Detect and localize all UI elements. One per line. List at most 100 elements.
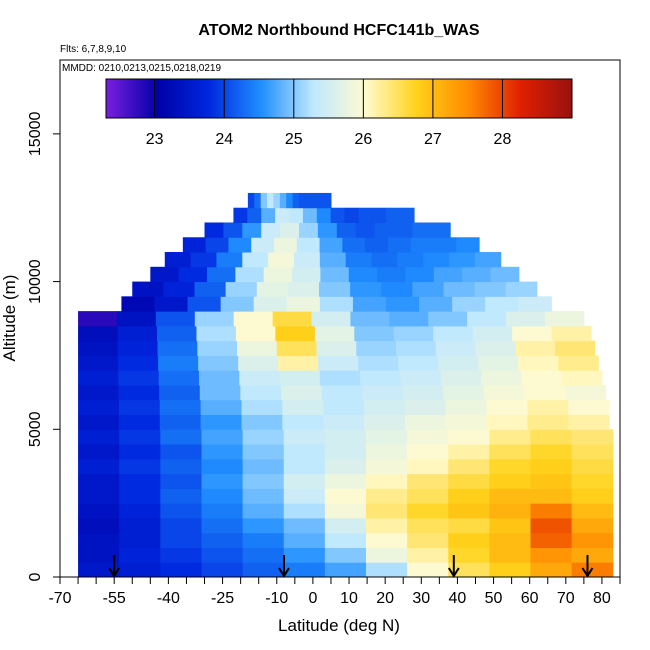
heatmap-cell bbox=[571, 503, 614, 519]
heatmap-cell bbox=[423, 252, 450, 268]
heatmap-cell bbox=[282, 414, 324, 430]
heatmap-cell bbox=[242, 532, 285, 548]
heatmap-cell bbox=[233, 207, 248, 223]
heatmap-cell bbox=[489, 503, 532, 519]
x-tick-label: -10 bbox=[265, 590, 288, 607]
heatmap-cell bbox=[402, 384, 444, 401]
x-tick-label: 60 bbox=[521, 590, 539, 607]
heatmap-cell bbox=[278, 355, 319, 371]
heatmap-cell bbox=[356, 340, 397, 356]
heatmap-cell bbox=[233, 311, 274, 327]
y-axis-label: Altitude (m) bbox=[0, 275, 19, 362]
heatmap-cell bbox=[220, 296, 255, 312]
heatmap-cell bbox=[78, 311, 118, 327]
profile-marker-head bbox=[108, 567, 121, 578]
heatmap-cell bbox=[324, 517, 367, 534]
heatmap-cell bbox=[362, 384, 404, 401]
heatmap-cell bbox=[324, 192, 332, 209]
heatmap-cell bbox=[283, 429, 326, 445]
heatmap-cell bbox=[78, 458, 120, 475]
heatmap-cell bbox=[78, 340, 119, 356]
heatmap-cell bbox=[263, 266, 293, 283]
x-tick-label: 40 bbox=[449, 590, 467, 607]
heatmap-cell bbox=[355, 222, 376, 238]
heatmap-cell bbox=[571, 429, 614, 445]
heatmap-cell bbox=[428, 311, 468, 327]
heatmap-cell bbox=[445, 414, 488, 430]
heatmap-cell bbox=[324, 532, 367, 548]
heatmap-cell bbox=[316, 340, 357, 356]
heatmap-cell bbox=[204, 222, 224, 238]
heatmap-cell bbox=[119, 547, 161, 563]
heatmap-cell bbox=[235, 325, 276, 342]
heatmap-cell bbox=[251, 237, 275, 253]
heatmap-cell bbox=[448, 458, 490, 475]
x-tick-label: 80 bbox=[593, 590, 611, 607]
heatmap-cell bbox=[505, 281, 538, 297]
heatmap-cell bbox=[515, 340, 556, 356]
heatmap-cell bbox=[199, 384, 241, 401]
heatmap-cell bbox=[438, 355, 479, 371]
heatmap-cell bbox=[365, 532, 408, 548]
heatmap-cell bbox=[119, 532, 161, 548]
heatmap-cell bbox=[407, 547, 449, 563]
heatmap-cell bbox=[489, 562, 532, 578]
heatmap-cell bbox=[197, 340, 238, 356]
plot-frame bbox=[59, 59, 621, 578]
heatmap-cell bbox=[412, 222, 432, 238]
heatmap-cell bbox=[242, 503, 285, 519]
heatmap-cell bbox=[448, 517, 490, 534]
heatmap-cell bbox=[544, 311, 585, 327]
heatmap-cell bbox=[489, 517, 532, 534]
heatmap-cell bbox=[118, 355, 159, 371]
heatmap-cell bbox=[150, 266, 180, 283]
heatmap-cell bbox=[286, 192, 294, 209]
heatmap-cell bbox=[242, 473, 285, 489]
heatmap-cell bbox=[198, 370, 240, 386]
heatmap-cell bbox=[160, 503, 202, 519]
heatmap-cell bbox=[348, 266, 378, 283]
profile-marker-head bbox=[278, 567, 290, 578]
heatmap-cell bbox=[118, 414, 161, 430]
heatmap-cell bbox=[294, 252, 321, 268]
heatmap-cell bbox=[527, 399, 569, 416]
heatmap-cell bbox=[571, 473, 614, 489]
heatmap-cell bbox=[247, 192, 255, 209]
heatmap-cell bbox=[365, 488, 408, 504]
heatmap-cell bbox=[78, 429, 120, 445]
heatmap-cell bbox=[238, 355, 279, 371]
y-tick-label: 15000 bbox=[27, 112, 44, 157]
heatmap-cell bbox=[336, 222, 357, 238]
heatmap-cell bbox=[160, 488, 202, 504]
heatmap-cell bbox=[448, 473, 490, 489]
heatmap-cell bbox=[518, 296, 552, 312]
heatmap-cell bbox=[452, 296, 486, 312]
heatmap-cell bbox=[330, 207, 346, 223]
heatmap-cell bbox=[160, 444, 202, 460]
heatmap-cell bbox=[407, 503, 449, 519]
heatmap-cell bbox=[201, 503, 244, 519]
heatmap-cell bbox=[448, 444, 490, 460]
heatmap-cell bbox=[223, 222, 243, 238]
heatmap-cell bbox=[435, 340, 476, 356]
heatmap-cell bbox=[324, 444, 367, 460]
heatmap-cell bbox=[299, 222, 319, 238]
x-tick-label: 10 bbox=[340, 590, 358, 607]
heatmap-cell bbox=[268, 252, 295, 268]
y-axis: 0 5000 10000 15000 bbox=[27, 112, 60, 581]
heatmap-cell bbox=[78, 473, 120, 489]
heatmap-cell bbox=[242, 458, 285, 475]
heatmap-cell bbox=[485, 296, 519, 312]
heatmap-cell bbox=[456, 237, 480, 253]
heatmap-cell bbox=[160, 562, 202, 578]
heatmap-cell bbox=[571, 547, 614, 563]
heatmap-cell bbox=[160, 547, 202, 563]
heatmap-cell bbox=[225, 281, 258, 297]
heatmap-cell bbox=[132, 281, 164, 297]
heatmap-cell bbox=[407, 444, 449, 460]
heatmap-cell bbox=[342, 237, 366, 253]
heatmap-cell bbox=[201, 517, 244, 534]
heatmap-cell bbox=[530, 547, 573, 563]
heatmap-cell bbox=[292, 192, 300, 209]
heatmap-cell bbox=[237, 340, 278, 356]
